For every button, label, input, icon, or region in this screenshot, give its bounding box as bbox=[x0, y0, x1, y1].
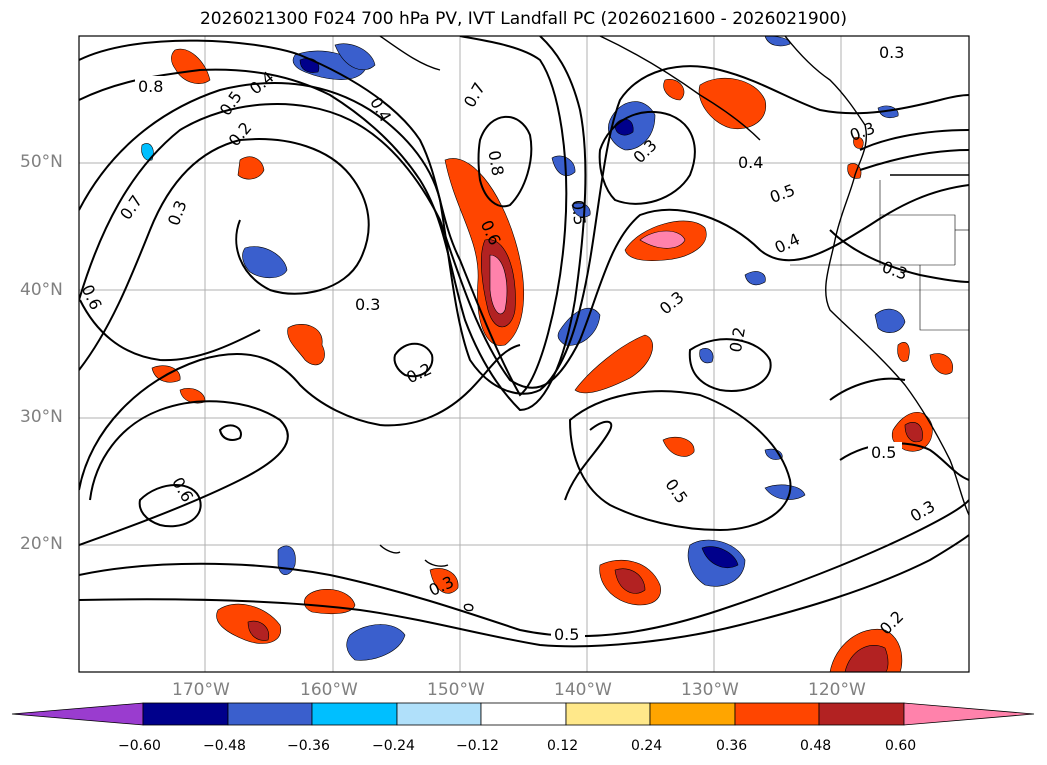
colorbar-tick: −0.48 bbox=[203, 738, 246, 754]
contour-label: 0.7 bbox=[116, 192, 146, 224]
colorbar-segment bbox=[734, 702, 820, 726]
colorbar-segment bbox=[480, 702, 567, 726]
contour-label: 0.3 bbox=[880, 257, 910, 284]
colorbar-tick: −0.60 bbox=[118, 738, 161, 754]
contour-label: 0.4 bbox=[738, 153, 763, 172]
contour-label: 0.3 bbox=[164, 198, 191, 228]
map-frame bbox=[78, 35, 970, 673]
map-title: 2026021300 F024 700 hPa PV, IVT Landfall… bbox=[199, 9, 847, 29]
contour-label: 0.3 bbox=[907, 496, 939, 525]
colorbar-tick: 0.48 bbox=[800, 738, 832, 754]
coastlines bbox=[379, 36, 969, 612]
colorbar-tick: 0.36 bbox=[716, 738, 748, 754]
colorbar-tick: −0.24 bbox=[372, 738, 415, 754]
pv-contours bbox=[79, 36, 969, 648]
contour-label: 0.8 bbox=[484, 149, 507, 177]
contour-label: 0.5 bbox=[871, 443, 896, 462]
lon-label: 130°W bbox=[681, 680, 739, 700]
contour-label: 0.2 bbox=[726, 325, 749, 353]
state-borders bbox=[790, 180, 969, 331]
contour-label: 0.5 bbox=[216, 87, 246, 119]
colorbar-segment bbox=[649, 702, 736, 726]
contour-label: 0.5 bbox=[568, 199, 589, 226]
colorbar-extend-high bbox=[903, 702, 1035, 726]
contour-labels: 0.8 0.5 0.4 0.2 0.7 0.3 0.6 0.4 0.7 0.8 … bbox=[78, 42, 939, 644]
contour-label: 0.4 bbox=[772, 229, 803, 257]
lon-label: 170°W bbox=[172, 680, 230, 700]
colorbar-tick: 0.12 bbox=[547, 738, 579, 754]
contour-label: 0.3 bbox=[847, 118, 877, 145]
contour-label: 0.3 bbox=[355, 295, 380, 314]
contour-label: 0.5 bbox=[661, 475, 691, 507]
contour-label: 0.7 bbox=[460, 79, 489, 111]
lat-label: 40°N bbox=[20, 280, 63, 300]
lat-label: 50°N bbox=[20, 152, 63, 172]
graticule bbox=[79, 36, 969, 672]
colorbar-tick: −0.36 bbox=[287, 738, 330, 754]
colorbar-segment bbox=[142, 702, 229, 726]
colorbar-segment bbox=[818, 702, 905, 726]
colorbar-extend-low bbox=[11, 702, 144, 726]
colorbar-segment bbox=[396, 702, 482, 726]
lon-label: 150°W bbox=[427, 680, 485, 700]
contour-label: 0.4 bbox=[366, 94, 395, 126]
lon-label: 160°W bbox=[300, 680, 358, 700]
contour-label: 0.8 bbox=[138, 77, 163, 96]
colorbar-tick: 0.24 bbox=[631, 738, 663, 754]
lat-label: 30°N bbox=[20, 407, 63, 427]
lat-label: 20°N bbox=[20, 534, 63, 554]
contour-label: 0.6 bbox=[78, 282, 106, 313]
contour-label: 0.2 bbox=[225, 118, 256, 150]
ivt-anomaly-fills bbox=[141, 36, 953, 672]
colorbar-tick: 0.60 bbox=[885, 738, 917, 754]
colorbar-tick: −0.12 bbox=[456, 738, 499, 754]
contour-label: 0.5 bbox=[767, 180, 797, 207]
contour-label: 0.3 bbox=[879, 43, 904, 62]
map-plot-area: 0.8 0.5 0.4 0.2 0.7 0.3 0.6 0.4 0.7 0.8 … bbox=[78, 36, 969, 672]
contour-label: 0.5 bbox=[554, 625, 579, 644]
colorbar bbox=[11, 702, 1035, 726]
lon-label: 120°W bbox=[808, 680, 866, 700]
colorbar-segment bbox=[311, 702, 398, 726]
lon-label: 140°W bbox=[554, 680, 612, 700]
colorbar-segment bbox=[227, 702, 313, 726]
colorbar-segment bbox=[565, 702, 651, 726]
contour-label: 0.3 bbox=[656, 287, 688, 318]
contour-label: 0.2 bbox=[403, 359, 434, 387]
